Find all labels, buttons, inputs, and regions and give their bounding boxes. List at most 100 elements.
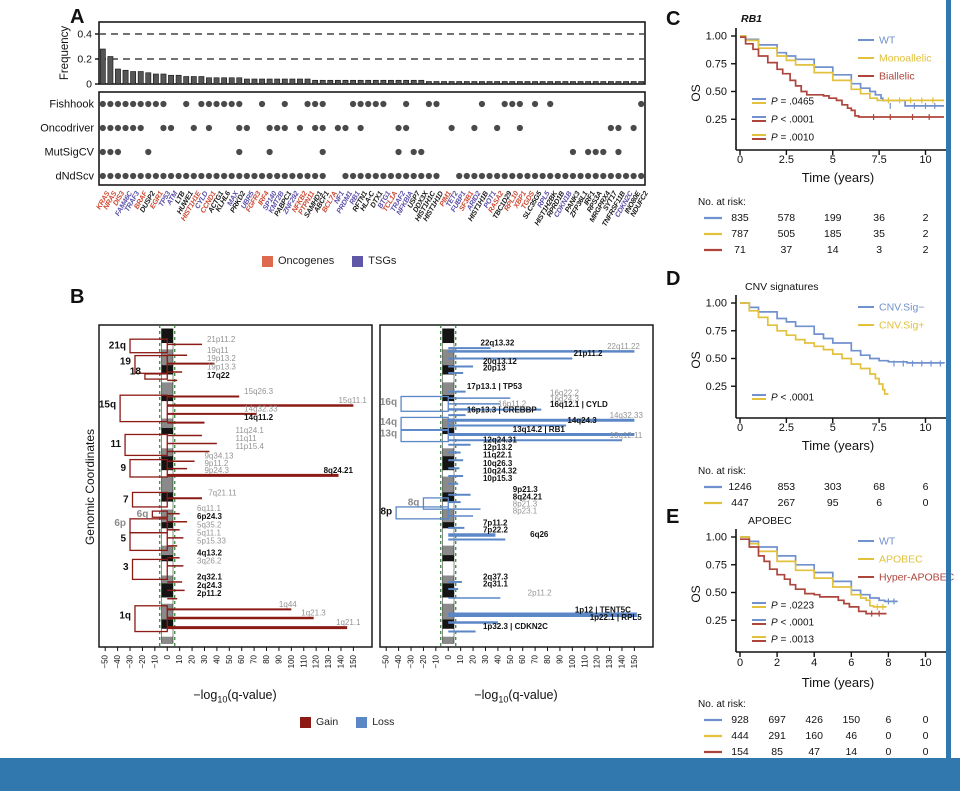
chromosome-arm-rect [129, 338, 168, 354]
method-dot [130, 124, 137, 132]
gistic-xtick-label: −40 [113, 654, 122, 668]
method-dot [638, 100, 645, 108]
method-dot [236, 148, 243, 156]
risk-count: 444 [731, 730, 749, 742]
km-ytick-label: 1.00 [706, 298, 727, 310]
method-dot [183, 172, 190, 180]
method-dot [471, 124, 478, 132]
frequency-bar [577, 81, 584, 85]
method-dot [425, 100, 432, 108]
peak-label: 20p13 [483, 363, 506, 372]
chromosome-label: 8q [408, 498, 420, 509]
method-dot [152, 172, 159, 180]
method-dot [372, 100, 379, 108]
ideogram-band [161, 636, 173, 643]
method-dot [615, 124, 622, 132]
risk-count: 505 [778, 228, 796, 240]
method-dot [433, 172, 440, 180]
method-dot [167, 124, 175, 132]
method-dot [501, 100, 508, 108]
frequency-bar [266, 78, 273, 85]
method-dot [448, 124, 455, 132]
method-dot [258, 172, 266, 180]
frequency-bar [137, 71, 144, 85]
frequency-bar [304, 78, 311, 85]
panel-b-legend: Gain Loss [300, 716, 394, 728]
km-xtick-label: 5 [830, 154, 836, 166]
peak-label: 9p21.3 [513, 485, 538, 494]
method-dot [205, 100, 213, 108]
ideogram-band [442, 470, 454, 477]
risk-count: 0 [885, 746, 891, 758]
km-curve [740, 36, 944, 118]
peak-label: 22q13.32 [481, 339, 515, 348]
method-dot [114, 124, 122, 132]
method-dot [107, 172, 114, 180]
gistic-xtick-label: 30 [481, 654, 490, 663]
gistic-xtick-label: 30 [200, 654, 209, 663]
peak-label: 6q26 [530, 530, 549, 539]
km-xtick-label: 10 [919, 422, 931, 434]
km-xtick-label: 4 [811, 657, 817, 669]
gistic-xtick-label: −40 [394, 654, 403, 668]
method-dot [114, 172, 122, 180]
frequency-bar [425, 81, 432, 85]
risk-count: 36 [873, 212, 885, 224]
gistic-xtick-label: 120 [593, 654, 602, 668]
method-dot [160, 124, 167, 132]
km-xlabel: Time (years) [802, 675, 874, 690]
peak-label: 11p15.4 [236, 442, 265, 451]
page-frame-bottom [0, 758, 960, 791]
ideogram-band [442, 636, 454, 643]
km-legend-label: WT [879, 536, 896, 548]
method-dot [145, 148, 152, 156]
risk-table-header: No. at risk: [698, 466, 746, 477]
gistic-xtick-label: 100 [568, 654, 577, 668]
risk-count: 68 [873, 481, 885, 493]
frequency-bar [372, 79, 379, 85]
method-dot [99, 100, 106, 108]
frequency-plot-box [98, 21, 646, 85]
method-dot [349, 172, 357, 180]
frequency-bar [357, 79, 364, 85]
frequency-bar [99, 48, 106, 85]
frequency-bar [274, 78, 281, 85]
method-dot [213, 172, 220, 180]
method-dot [296, 124, 304, 132]
peak-label: 5q35.2 [197, 520, 222, 529]
method-dot [312, 100, 319, 108]
ideogram-band [161, 427, 173, 435]
peak-label: 14q11.2 [244, 413, 273, 422]
km-xtick-label: 7.5 [871, 154, 886, 166]
method-dot [319, 100, 326, 108]
method-dot [175, 172, 182, 180]
frequency-bar [251, 78, 258, 85]
frequency-bar [213, 77, 220, 85]
frequency-bar [334, 79, 341, 85]
method-dot [585, 148, 592, 156]
peak-label: 19q11 [207, 346, 229, 355]
pvalue-text: P = .0010 [771, 133, 815, 144]
method-dot [577, 172, 584, 180]
km-legend-label: CNV.Sig− [879, 302, 924, 314]
method-dot [190, 172, 197, 180]
method-dot [190, 124, 197, 132]
peak-label: 21p11.2 [207, 335, 236, 344]
gistic-xtick-label: 130 [324, 654, 333, 668]
legend-loss-label: Loss [372, 716, 395, 728]
method-dot [569, 172, 577, 180]
chromosome-arm-rect [131, 491, 168, 508]
risk-count: 85 [771, 746, 783, 758]
gistic-xtick-label: −10 [150, 654, 159, 668]
frequency-bar [130, 71, 137, 85]
chromosome-arm-rect [131, 558, 168, 581]
frequency-bar [471, 81, 478, 85]
method-dot [296, 172, 304, 180]
method-dot [99, 172, 106, 180]
frequency-bar [342, 79, 349, 85]
method-dot [418, 172, 425, 180]
method-dot [274, 172, 281, 180]
km-curve [740, 35, 944, 102]
method-dot [152, 100, 159, 108]
gistic-xtick-label: 0 [163, 654, 172, 659]
